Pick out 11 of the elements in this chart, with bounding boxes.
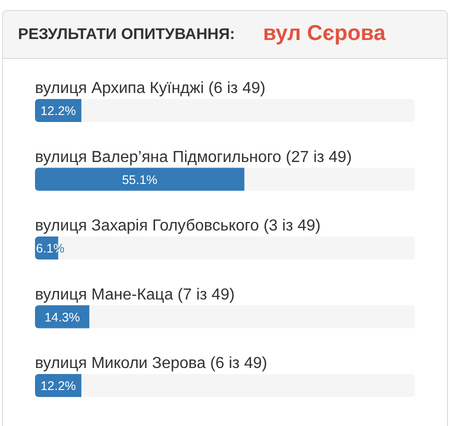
y-tick-label: вулиця Мане-Каца (7 із 49) <box>35 286 235 304</box>
y-tick-label: вулиця Захарія Голубовського (3 із 49) <box>35 218 321 234</box>
y-tick-label: вулиця Миколи Зерова (6 із 49) <box>35 355 268 372</box>
data-label: 14.3% <box>44 310 80 324</box>
chart-subtitle: вул Сєрова <box>263 21 387 45</box>
y-tick-label: вулиця Архипа Куїнджі (6 із 49) <box>35 80 266 97</box>
data-label: 12.2% <box>40 104 76 118</box>
chart-title: РЕЗУЛЬТАТИ ОПИТУВАННЯ: <box>18 26 235 43</box>
data-label: 55.1% <box>122 172 158 187</box>
data-label: 12.2% <box>40 379 76 393</box>
y-tick-label: вулиця Валер’яна Підмогильного (27 із 49) <box>35 148 352 166</box>
